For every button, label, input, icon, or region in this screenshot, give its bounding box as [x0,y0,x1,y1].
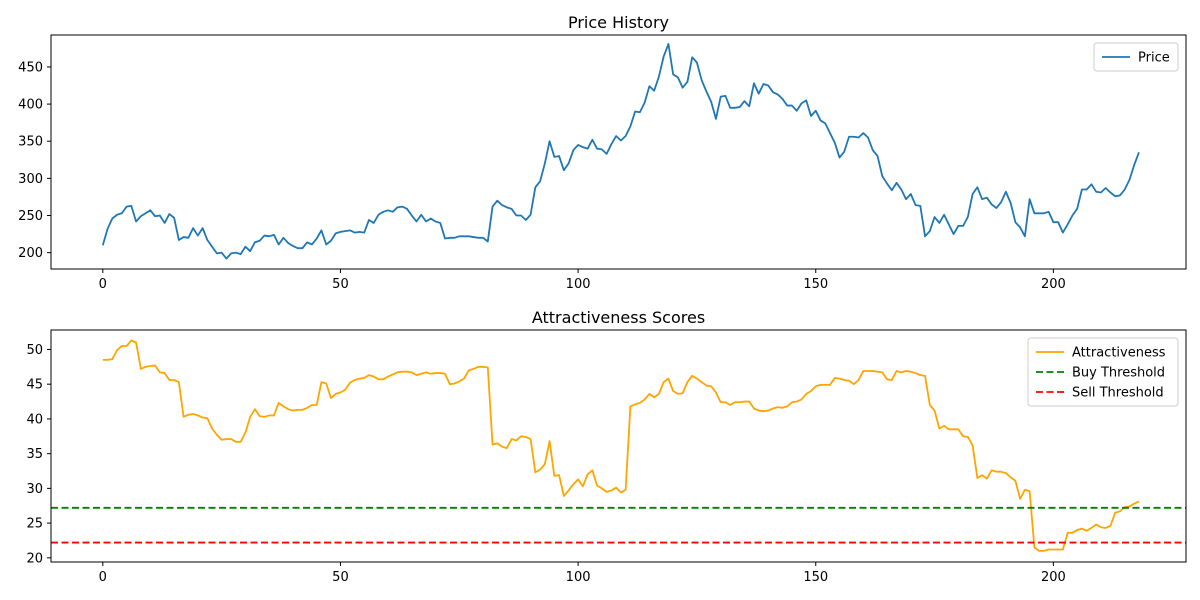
y-tick-label: 30 [26,482,43,497]
axes-frame [50,329,1187,563]
chart-panel-1: Price History 0 50 100 150 200 200 250 300 350 400… [18,13,1187,292]
y-tick-label: 25 [26,517,43,532]
y-tick-label: 350 [18,135,43,150]
x-tick-label: 150 [803,277,828,292]
y-tick-label: 40 [26,412,43,427]
y-tick-label: 300 [18,172,43,187]
y-tick-label: 20 [26,551,43,566]
legend: Attractiveness Buy Threshold Sell Threshol… [1027,337,1179,407]
y-tick-label: 50 [26,343,43,358]
x-tick-label: 200 [1041,277,1066,292]
axes-frame [50,34,1187,270]
x-tick-label: 200 [1041,570,1066,585]
legend-box [1027,337,1179,407]
x-tick-label: 0 [99,277,107,292]
chart-panel-2: Attractiveness Scores 0 50 100 150 200 20 25 30 3… [26,308,1187,585]
x-tick-label: 0 [99,570,107,585]
legend-box [1093,42,1179,72]
legend-label: Buy Threshold [1072,366,1165,381]
series-line-attractiveness [102,339,1140,552]
legend-label: Price [1138,51,1170,66]
x-tick-label: 50 [332,570,349,585]
legend-label: Sell Threshold [1072,386,1164,401]
legend: Price [1093,42,1179,72]
x-tick-label: 50 [332,277,349,292]
chart-title: Attractiveness Scores [532,308,705,327]
series-line-price [101,43,1140,260]
y-tick-label: 250 [18,209,43,224]
y-tick-label: 400 [18,98,43,113]
x-tick-label: 150 [803,570,828,585]
x-tick-label: 100 [566,570,591,585]
y-tick-label: 45 [26,378,43,393]
chart-title: Price History [568,13,669,32]
y-tick-label: 200 [18,246,43,261]
y-tick-label: 35 [26,447,43,462]
legend-label: Attractiveness [1072,346,1166,361]
y-tick-label: 450 [18,60,43,75]
x-tick-label: 100 [566,277,591,292]
